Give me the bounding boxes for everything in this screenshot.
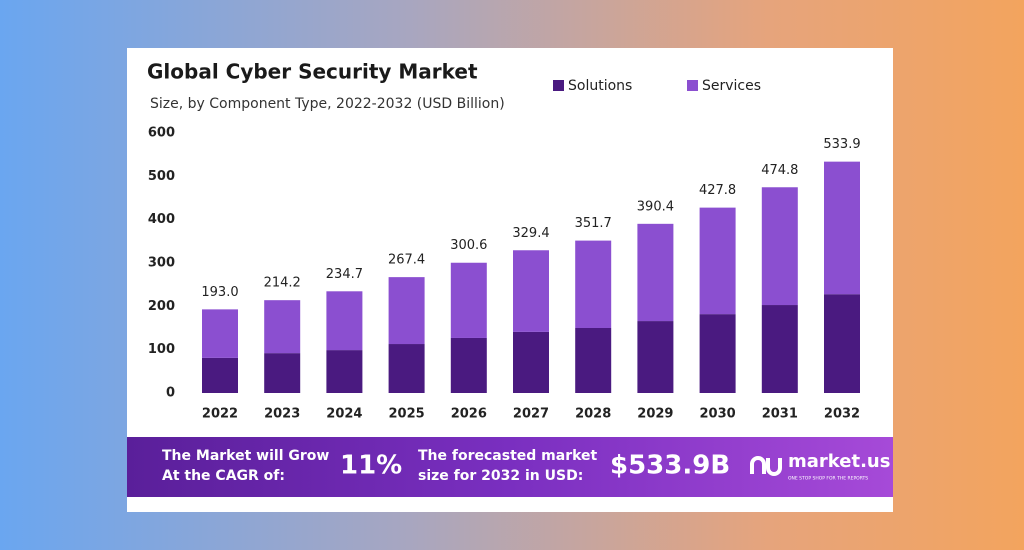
total-label: 234.7 <box>326 267 363 282</box>
bar-segment <box>575 240 612 328</box>
total-label: 390.4 <box>637 199 674 214</box>
legend-label: Services <box>702 78 761 94</box>
banner-text: At the CAGR of: <box>162 468 285 484</box>
x-tick-label: 2032 <box>824 407 860 422</box>
bar-segment <box>761 187 798 306</box>
bar-segment <box>450 337 487 393</box>
tagline: ONE STOP SHOP FOR THE REPORTS <box>788 476 868 482</box>
bar-segment <box>202 309 238 358</box>
y-tick-label: 400 <box>148 212 175 227</box>
total-label: 267.4 <box>388 253 425 268</box>
x-tick-label: 2023 <box>264 407 300 422</box>
x-tick-label: 2027 <box>513 407 549 422</box>
legend-swatch <box>553 80 564 91</box>
x-tick-label: 2026 <box>451 407 487 422</box>
x-tick-label: 2030 <box>700 407 736 422</box>
chart-title: Global Cyber Security Market <box>147 60 478 84</box>
total-label: 474.8 <box>761 163 798 178</box>
bar-segment <box>824 294 860 393</box>
x-tick-label: 2024 <box>326 407 362 422</box>
total-label: 351.7 <box>575 216 612 231</box>
legend-swatch <box>687 80 698 91</box>
bar-segment <box>699 207 736 315</box>
bar-segment <box>450 262 487 338</box>
bar-segment <box>513 331 549 393</box>
total-label: 329.4 <box>512 226 549 241</box>
y-tick-label: 600 <box>148 126 175 141</box>
bar-segment <box>513 250 549 332</box>
bar-segment <box>761 305 798 393</box>
y-tick-label: 500 <box>148 169 175 184</box>
bar-segment <box>326 350 363 393</box>
total-label: 533.9 <box>823 137 860 152</box>
chart-subtitle: Size, by Component Type, 2022-2032 (USD … <box>150 96 505 112</box>
legend-label: Solutions <box>568 78 632 94</box>
bar-segment <box>388 277 425 345</box>
bar-segment <box>699 314 736 393</box>
x-tick-label: 2025 <box>389 407 425 422</box>
brand: market.us <box>788 451 890 472</box>
x-tick-label: 2028 <box>575 407 611 422</box>
total-label: 300.6 <box>450 238 487 253</box>
bar-segment <box>637 223 674 322</box>
x-tick-label: 2031 <box>762 407 798 422</box>
total-label: 214.2 <box>264 276 301 291</box>
y-tick-label: 300 <box>148 256 175 271</box>
banner-text: size for 2032 in USD: <box>418 468 583 484</box>
bar-segment <box>575 328 612 393</box>
bar-segment <box>264 353 301 393</box>
bar-segment <box>637 321 674 393</box>
x-tick-label: 2022 <box>202 407 238 422</box>
y-tick-label: 200 <box>148 299 175 314</box>
bar-segment <box>202 357 238 393</box>
total-label: 193.0 <box>201 285 238 300</box>
y-tick-label: 100 <box>148 342 175 357</box>
bar-segment <box>824 161 860 295</box>
y-tick-label: 0 <box>166 386 175 401</box>
banner-text: The Market will Grow <box>162 448 329 464</box>
logo-icon <box>750 456 782 476</box>
total-label: 427.8 <box>699 183 736 198</box>
banner-text: The forecasted market <box>418 448 598 464</box>
bar-segment <box>388 344 425 393</box>
x-tick-label: 2029 <box>637 407 673 422</box>
banner-value: $533.9B <box>610 451 730 481</box>
banner-value: 11% <box>340 451 402 481</box>
bar-segment <box>326 291 363 351</box>
bar-segment <box>264 300 301 354</box>
